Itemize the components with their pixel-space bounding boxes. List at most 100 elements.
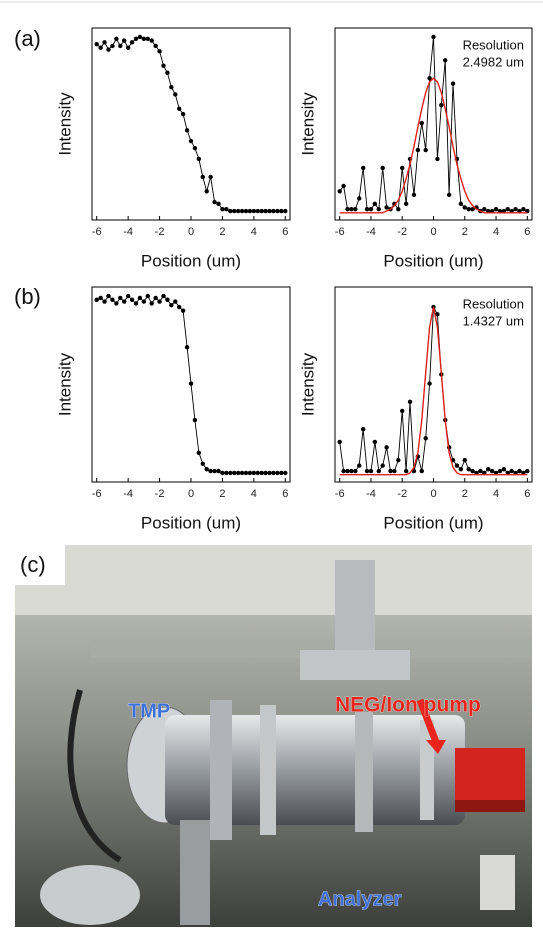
x-tick-label: 4 <box>493 488 499 500</box>
x-tick-label: -2 <box>397 226 407 238</box>
data-point <box>403 468 409 474</box>
data-point <box>228 208 233 214</box>
series-line <box>96 36 286 212</box>
data-point <box>157 49 162 54</box>
x-axis-label: Position (um) <box>141 513 241 532</box>
x-tick-label: 6 <box>282 488 288 500</box>
data-point <box>153 43 158 49</box>
data-point <box>372 201 378 207</box>
x-tick-label: 6 <box>524 226 530 238</box>
data-point <box>376 207 381 212</box>
data-point <box>137 295 143 301</box>
data-point <box>505 207 510 212</box>
data-point <box>380 463 385 468</box>
data-point <box>454 463 460 468</box>
data-point <box>450 81 456 86</box>
x-tick-label: -4 <box>366 226 376 238</box>
data-point <box>216 201 221 207</box>
data-point <box>446 192 452 198</box>
data-point <box>513 207 518 212</box>
data-point <box>220 470 225 476</box>
panel-label: (a) <box>14 26 41 51</box>
data-point <box>106 293 111 299</box>
data-point <box>482 470 487 476</box>
annotation: Resolution <box>463 296 524 311</box>
y-axis-label: Intensity <box>298 92 317 156</box>
photo <box>15 545 532 927</box>
data-point <box>192 417 198 423</box>
panel-label: (b) <box>14 284 41 309</box>
data-point <box>341 183 346 189</box>
data-point <box>98 295 103 301</box>
data-point <box>94 297 99 302</box>
data-point <box>435 312 440 317</box>
data-point <box>153 295 158 301</box>
data-point <box>423 147 428 153</box>
photo-label: TMP <box>128 700 170 722</box>
x-axis-label: Position (um) <box>141 251 241 270</box>
data-point <box>368 207 374 212</box>
data-point <box>255 470 260 476</box>
data-point <box>466 467 471 472</box>
data-point <box>267 470 272 476</box>
data-point <box>458 201 464 207</box>
data-point <box>470 207 475 212</box>
x-tick-label: 4 <box>493 226 499 238</box>
data-point <box>349 468 354 474</box>
data-point <box>118 43 123 49</box>
data-point <box>279 208 284 214</box>
data-point <box>145 293 150 299</box>
data-point <box>98 45 103 50</box>
x-tick-label: -4 <box>366 488 376 500</box>
data-point <box>173 92 178 97</box>
data-point <box>239 470 245 476</box>
x-tick-label: -6 <box>335 226 345 238</box>
panel-label: (c) <box>20 552 46 577</box>
data-point <box>513 470 518 476</box>
data-point <box>360 426 366 432</box>
data-point <box>192 146 198 151</box>
x-tick-label: 0 <box>430 488 436 500</box>
data-point <box>228 470 233 476</box>
x-tick-label: 4 <box>251 226 257 238</box>
data-point <box>145 36 150 41</box>
data-point <box>251 470 257 476</box>
x-axis-label: Position (um) <box>383 513 483 532</box>
x-tick-label: -6 <box>92 488 102 500</box>
data-point <box>243 470 249 476</box>
data-point <box>271 208 276 214</box>
data-point <box>180 111 186 117</box>
data-point <box>114 301 119 306</box>
data-point <box>118 295 123 301</box>
data-point <box>204 189 209 194</box>
x-tick-label: 0 <box>430 226 436 238</box>
data-point <box>235 470 241 476</box>
x-tick-label: -2 <box>155 226 165 238</box>
data-point <box>392 468 397 474</box>
x-tick-label: 0 <box>188 226 194 238</box>
series-line <box>339 77 528 214</box>
x-tick-label: 4 <box>251 488 257 500</box>
data-point <box>353 207 358 212</box>
data-point <box>110 297 115 302</box>
data-point <box>489 468 495 474</box>
data-point <box>439 102 444 108</box>
photo-label: NEG/Ion pump <box>335 694 481 717</box>
data-point <box>462 457 467 463</box>
data-point <box>345 468 350 474</box>
data-point <box>400 408 405 414</box>
x-tick-label: -2 <box>155 488 165 500</box>
y-axis-label: Intensity <box>298 352 317 416</box>
data-point <box>177 106 182 111</box>
data-point <box>235 208 241 214</box>
x-tick-label: 2 <box>462 226 468 238</box>
data-point <box>388 468 393 474</box>
data-point <box>125 45 131 50</box>
data-point <box>255 208 260 214</box>
data-point <box>474 470 479 476</box>
data-point <box>364 468 370 474</box>
data-point <box>509 468 514 474</box>
x-tick-label: -6 <box>335 488 345 500</box>
x-tick-label: -4 <box>123 488 133 500</box>
